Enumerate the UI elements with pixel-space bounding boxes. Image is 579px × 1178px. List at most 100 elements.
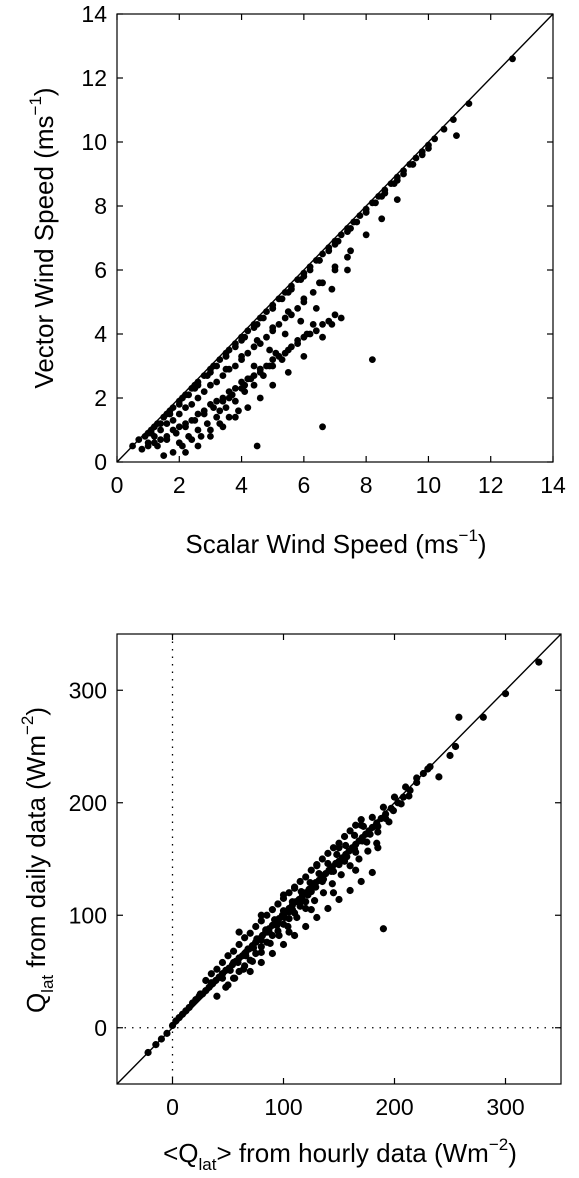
qlat-point [319, 889, 328, 897]
wind-point [319, 423, 326, 431]
wind-point [288, 343, 295, 351]
qlat-point [202, 976, 210, 985]
qlat-point [249, 944, 258, 952]
wind-point [412, 154, 420, 162]
wind-point [309, 289, 317, 296]
wind-point [225, 394, 233, 402]
qlat-point [397, 800, 405, 808]
wind-point [169, 404, 177, 411]
wind-point [278, 295, 286, 303]
wind-y-tick-label: 0 [94, 449, 107, 475]
qlat-point [296, 898, 304, 906]
wind-x-tick-label: 6 [297, 472, 310, 498]
qlat-point [424, 765, 432, 773]
qlat-point [235, 928, 243, 936]
wind-point [241, 333, 249, 341]
wind-point [163, 420, 171, 427]
qlat-points-group [144, 658, 543, 1057]
qlat-point [285, 928, 293, 936]
wind-point [281, 314, 289, 322]
qlat-point [419, 769, 427, 778]
qlat-point [229, 947, 238, 955]
qlat-point [399, 793, 407, 801]
wind-speed-scatter-chart: 0 2 4 6 8 10 12 14 0 2 4 6 8 10 12 14 Scalar Wind Spee… [26, 1, 566, 559]
wind-point [188, 401, 196, 408]
wind-point [163, 433, 171, 440]
wind-x-tick-label: 14 [540, 472, 566, 498]
wind-point [222, 404, 230, 411]
wind-point [235, 407, 242, 415]
wind-point [297, 317, 305, 325]
qlat-point [379, 803, 387, 811]
wind-point [213, 397, 221, 405]
wind-point [316, 279, 323, 287]
wind-y-tick-label: 10 [81, 129, 107, 155]
wind-point [309, 321, 317, 328]
qlat-point [313, 913, 321, 922]
qlat-point [307, 866, 315, 874]
wind-point [244, 375, 252, 383]
wind-point [269, 305, 277, 312]
qlat-point [263, 911, 271, 919]
wind-point [166, 410, 174, 418]
qlat-point [390, 793, 399, 801]
qlat-point [368, 813, 376, 821]
qlat-point [319, 875, 328, 883]
wind-point [238, 353, 245, 360]
wind-point [250, 324, 258, 331]
qlat-y-tick-label: 200 [69, 790, 107, 816]
qlat-point [257, 936, 265, 944]
qlat-point [343, 853, 351, 861]
wind-point [306, 330, 314, 338]
wind-point [294, 340, 302, 347]
qlat-point [374, 828, 382, 836]
qlat-point [346, 827, 354, 835]
wind-point [207, 401, 214, 408]
wind-point [275, 321, 283, 328]
wind-point [157, 436, 165, 443]
wind-point [244, 349, 252, 357]
qlat-point [271, 916, 279, 924]
wind-point [157, 420, 165, 427]
wind-point [179, 442, 186, 450]
qlat-point [213, 992, 221, 1000]
qlat-point [297, 888, 305, 896]
wind-x-tick-label: 12 [478, 472, 504, 498]
wind-point [275, 353, 283, 360]
qlat-point [252, 949, 260, 958]
wind-point [222, 365, 230, 373]
wind-point [225, 388, 233, 395]
wind-point [147, 429, 155, 437]
qlat-point [357, 821, 365, 829]
qlat-point [293, 913, 301, 922]
wind-point [219, 372, 227, 379]
qlat-point [364, 847, 372, 855]
qlat-point [389, 807, 397, 815]
wind-point [337, 314, 345, 322]
qlat-point [315, 870, 323, 878]
wind-point [325, 247, 333, 255]
wind-point [222, 353, 230, 360]
qlat-point [296, 877, 304, 886]
qlat-point [327, 867, 335, 875]
qlat-point [265, 928, 273, 936]
wind-point [269, 362, 277, 370]
qlat-point [257, 958, 265, 967]
qlat-point [352, 866, 360, 874]
wind-point [216, 420, 224, 427]
wind-point [259, 314, 267, 322]
wind-point [344, 266, 351, 274]
wind-point [368, 356, 376, 363]
wind-x-tick-label: 8 [360, 472, 373, 498]
wind-point [509, 55, 516, 63]
wind-point [465, 100, 473, 107]
wind-y-tick-label: 4 [94, 321, 107, 347]
wind-point [231, 343, 239, 351]
qlat-point [224, 952, 232, 960]
wind-point [312, 305, 320, 312]
wind-point [194, 381, 202, 389]
wind-point [294, 305, 302, 312]
qlat-x-tick-label: 200 [375, 1094, 413, 1120]
wind-point [256, 365, 264, 373]
qlat-point [446, 751, 454, 760]
